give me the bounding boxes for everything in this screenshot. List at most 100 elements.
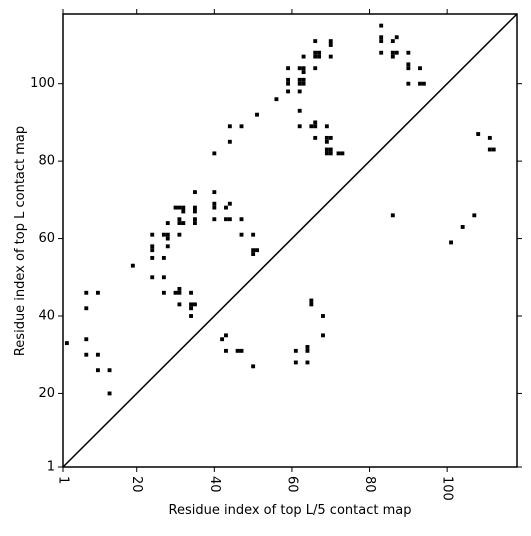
- contact-point: [313, 50, 318, 55]
- contact-point: [212, 201, 217, 206]
- y-axis-label: Residue index of top L contact map: [13, 126, 28, 356]
- contact-point: [406, 66, 411, 71]
- contact-point: [161, 275, 166, 280]
- contact-point: [379, 39, 384, 44]
- contact-point: [286, 89, 290, 94]
- contact-point: [192, 209, 197, 214]
- contact-point: [286, 81, 290, 86]
- contact-point: [305, 360, 310, 365]
- y-tick-label: 80: [38, 154, 55, 169]
- contact-point: [301, 66, 306, 71]
- contact-point: [130, 263, 135, 268]
- contact-point: [224, 205, 228, 210]
- contact-point: [297, 81, 302, 86]
- contact-point: [317, 54, 322, 59]
- contact-point: [418, 66, 422, 71]
- contact-point: [328, 43, 333, 47]
- contact-point: [150, 255, 155, 260]
- contact-point: [84, 306, 89, 311]
- x-tick-label: 80: [362, 476, 377, 493]
- contact-point: [150, 232, 155, 237]
- y-tick-label: 100: [30, 76, 55, 91]
- contact-point: [286, 77, 290, 82]
- contact-point: [177, 232, 182, 237]
- contact-point: [328, 54, 333, 59]
- contact-point: [317, 50, 322, 55]
- x-tick-label: 1: [56, 476, 71, 484]
- contact-point: [177, 217, 182, 222]
- contact-point: [239, 124, 244, 129]
- contact-point: [390, 50, 395, 55]
- contact-point: [227, 217, 232, 222]
- contact-point: [165, 236, 170, 241]
- contact-point: [309, 124, 314, 129]
- contact-point: [173, 205, 178, 210]
- contact-point: [177, 221, 182, 226]
- contact-point: [324, 147, 329, 152]
- contact-point: [150, 248, 155, 253]
- contact-point: [301, 77, 306, 82]
- contact-point: [305, 345, 310, 349]
- contact-point: [239, 217, 244, 222]
- contact-point: [301, 54, 306, 59]
- contact-point: [95, 368, 100, 373]
- contact-point: [165, 244, 170, 249]
- contact-point: [472, 213, 477, 218]
- y-tick-label: 60: [38, 231, 55, 246]
- contact-point: [328, 151, 333, 156]
- contact-point: [227, 124, 232, 129]
- contact-point: [379, 50, 384, 55]
- contact-point: [301, 81, 306, 86]
- contact-point: [192, 221, 197, 226]
- contact-point: [165, 221, 170, 226]
- contact-point: [390, 54, 395, 59]
- contact-point: [324, 135, 329, 140]
- contact-point: [189, 290, 193, 295]
- contact-point: [255, 248, 259, 253]
- contact-point: [313, 120, 318, 125]
- contact-point: [181, 209, 186, 214]
- contact-point: [406, 81, 411, 86]
- contact-point: [328, 39, 333, 44]
- y-tick-label: 40: [38, 309, 55, 324]
- y-tick-label: 1: [47, 460, 55, 475]
- contact-point: [491, 147, 496, 152]
- contact-point: [449, 240, 453, 245]
- contact-point: [177, 302, 182, 307]
- contact-point: [150, 244, 155, 249]
- contact-point: [251, 364, 256, 369]
- contact-point: [189, 302, 193, 307]
- contact-point: [324, 151, 329, 156]
- contact-point: [161, 232, 166, 237]
- contact-point: [379, 35, 384, 40]
- contact-point: [390, 39, 395, 44]
- contact-point: [251, 248, 256, 253]
- contact-point: [212, 190, 217, 195]
- contact-point: [336, 151, 341, 156]
- contact-point: [487, 147, 492, 152]
- x-axis-label: Residue index of top L/5 contact map: [169, 503, 412, 518]
- contact-point: [313, 66, 318, 71]
- contact-point: [224, 348, 228, 353]
- contact-point: [421, 81, 426, 86]
- contact-point: [192, 217, 197, 222]
- contact-point: [321, 333, 325, 338]
- contact-point: [328, 135, 333, 140]
- contact-point: [84, 337, 89, 342]
- marks-layer: [62, 13, 518, 468]
- contact-point: [177, 205, 182, 210]
- contact-point: [313, 135, 318, 140]
- contact-point: [309, 298, 314, 303]
- contact-point: [297, 66, 302, 71]
- contact-point: [224, 217, 228, 222]
- contact-point: [286, 66, 290, 71]
- contact-point: [251, 252, 256, 256]
- contact-point: [239, 232, 244, 237]
- contact-point: [324, 124, 329, 129]
- contact-point: [192, 302, 197, 307]
- contact-point: [235, 348, 240, 353]
- contact-point: [309, 302, 314, 307]
- contact-point: [95, 352, 100, 357]
